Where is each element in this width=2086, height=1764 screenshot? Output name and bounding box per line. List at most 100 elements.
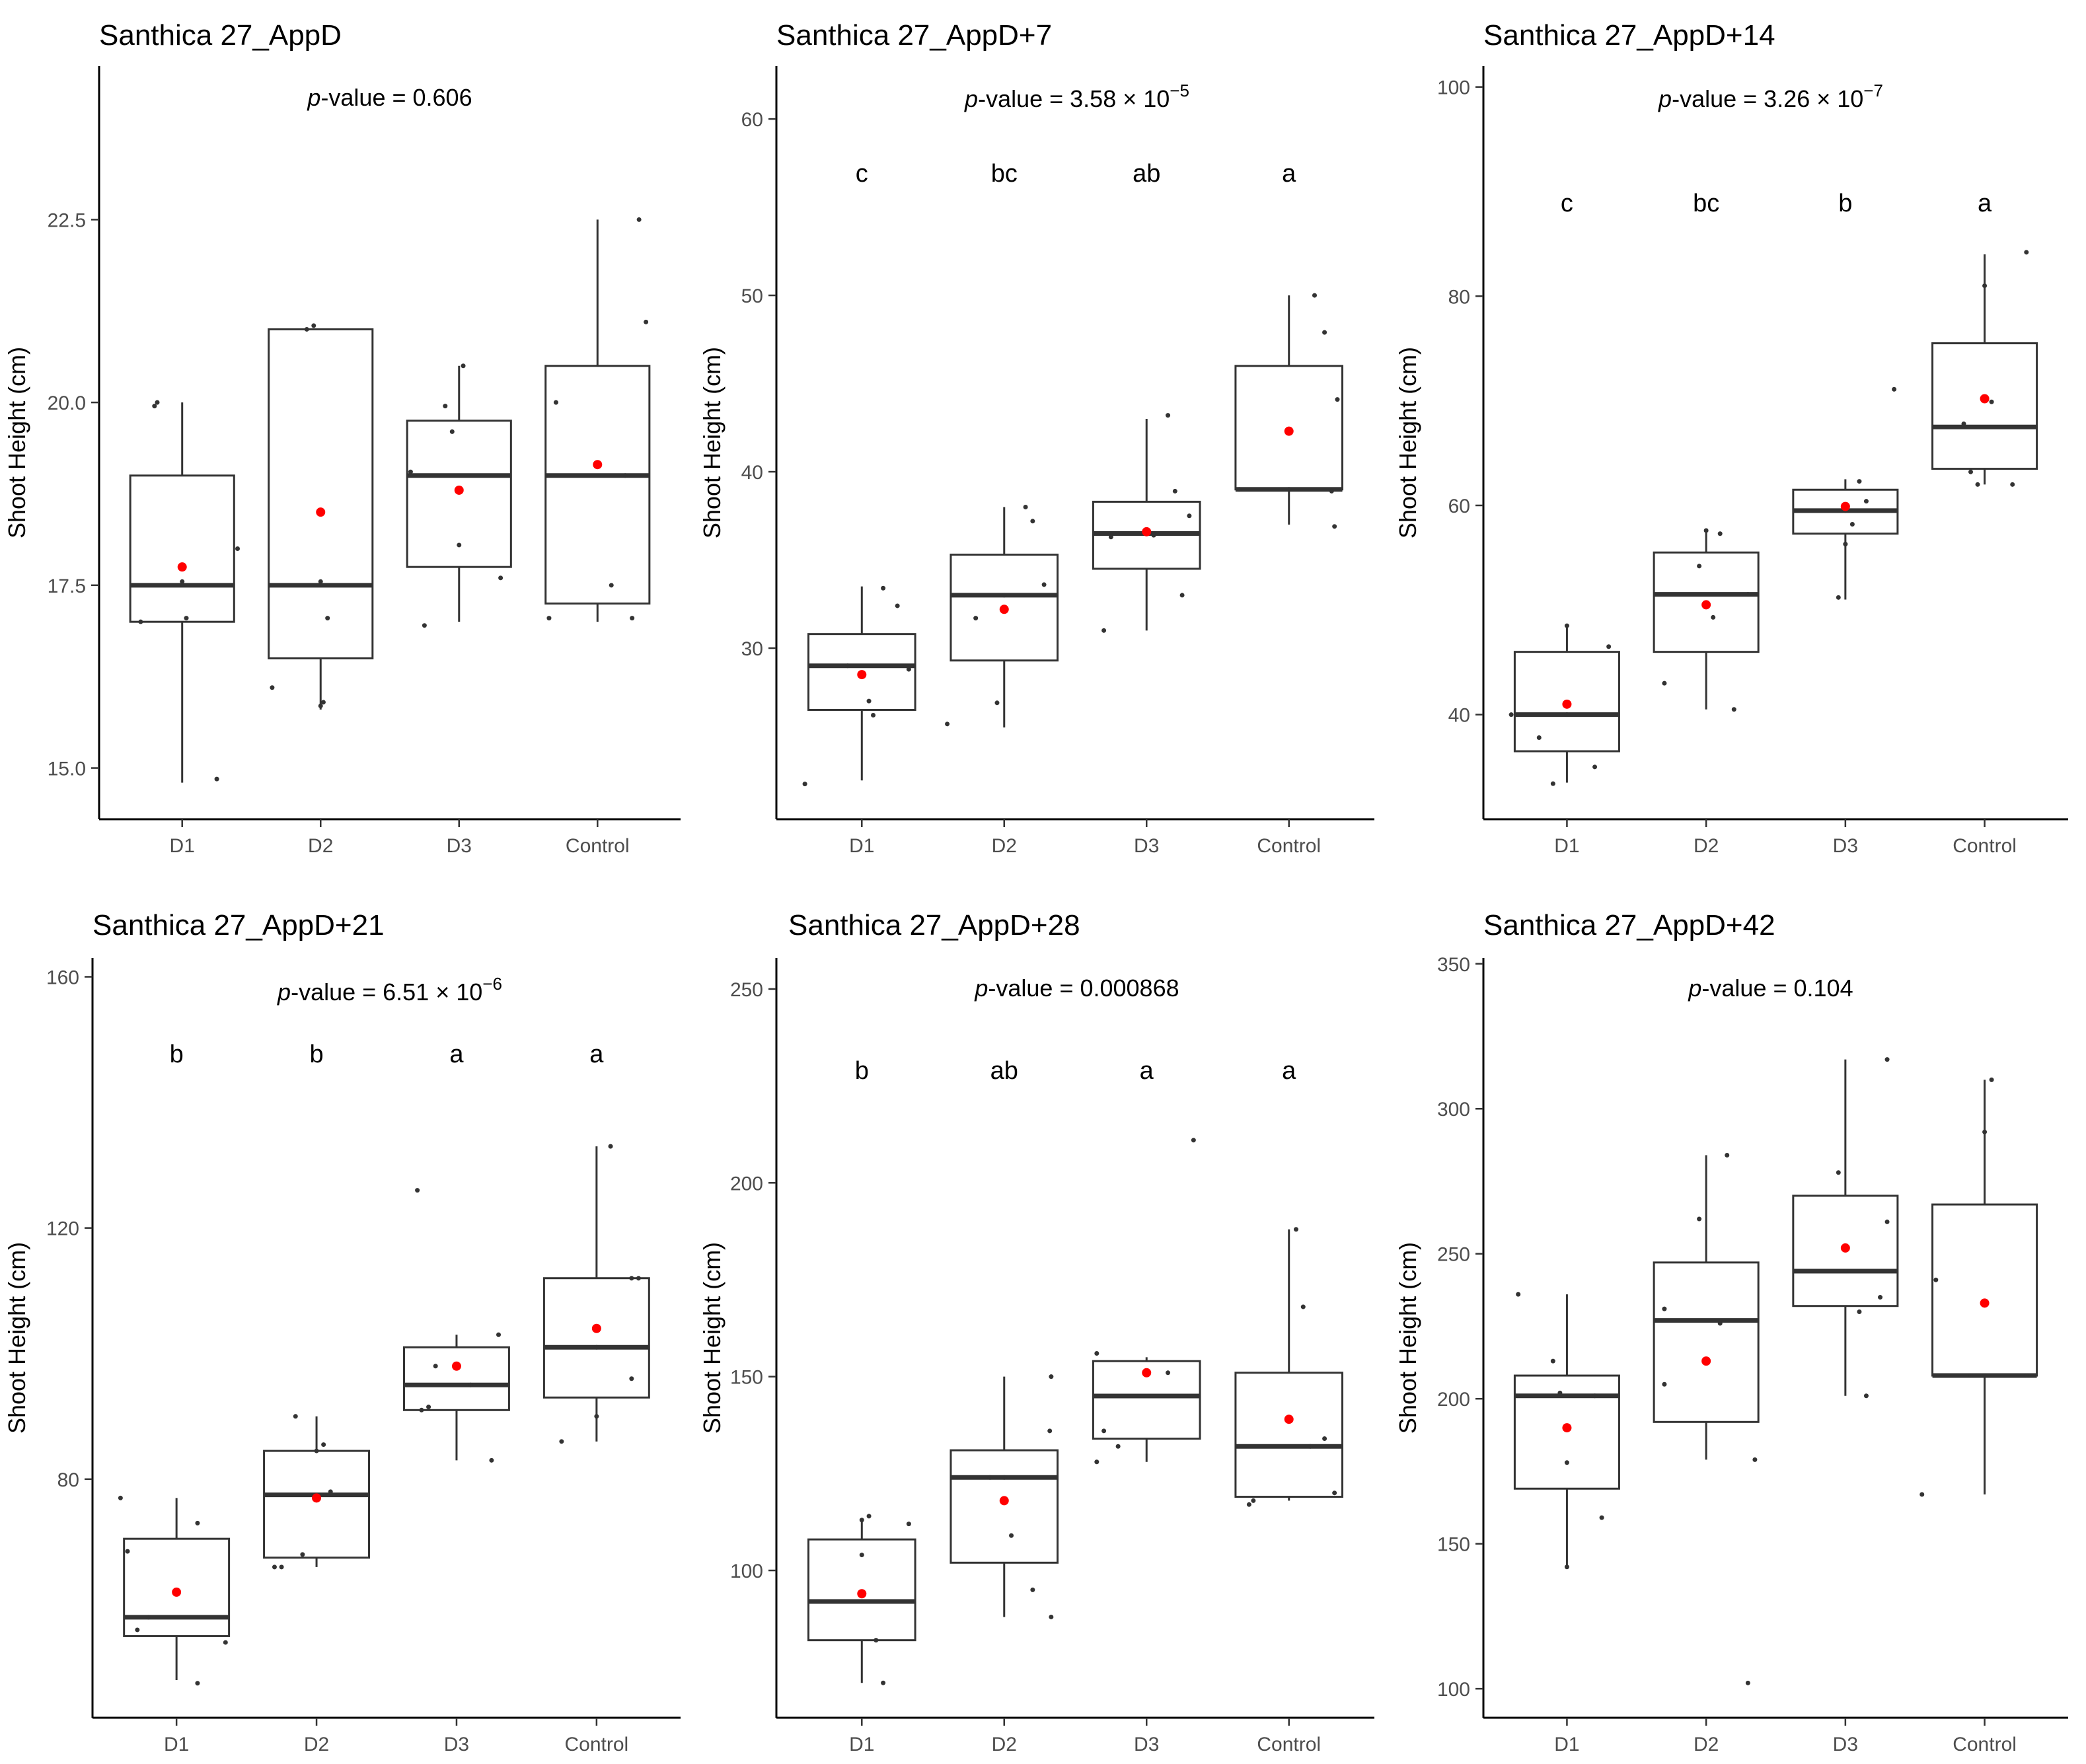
data-point (1752, 1457, 1758, 1462)
data-point (152, 404, 157, 409)
data-point (184, 616, 189, 621)
y-axis-label: Shoot Height (cm) (698, 347, 726, 538)
data-point (802, 782, 807, 787)
data-point (630, 616, 635, 621)
x-tick-label: Control (1257, 1734, 1321, 1755)
boxplot-control (1234, 1227, 1344, 1507)
data-point (214, 776, 219, 782)
data-point (270, 685, 275, 690)
mean-point (593, 460, 603, 470)
data-point (1863, 1393, 1869, 1399)
data-point (1717, 531, 1723, 536)
data-point (629, 1276, 634, 1281)
data-point (1564, 712, 1569, 717)
data-point (235, 546, 241, 551)
data-point (1982, 1129, 1988, 1134)
x-tick-label: D3 (1833, 835, 1858, 857)
x-tick-label: D1 (170, 835, 195, 857)
data-point (1892, 386, 1897, 392)
data-point (328, 1489, 333, 1494)
panel-title: Santhica 27_AppD (99, 19, 342, 52)
y-tick-label: 200 (1437, 1389, 1470, 1411)
mean-point (1701, 600, 1711, 610)
y-tick-label: 80 (1448, 286, 1470, 308)
data-point (1697, 1216, 1702, 1222)
iqr-box (129, 474, 235, 623)
significance-letter: ab (990, 1057, 1018, 1085)
boxplot-control (544, 217, 651, 622)
data-point (1335, 397, 1340, 402)
p-value-label: p-value = 0.000868 (974, 974, 1179, 1002)
data-point (1557, 1390, 1563, 1395)
data-point (426, 1405, 431, 1410)
data-point (1049, 1614, 1054, 1619)
mean-point (1562, 699, 1572, 709)
y-tick-label: 200 (730, 1173, 763, 1194)
mean-point (999, 605, 1009, 614)
data-point (155, 400, 160, 405)
boxplot-d1 (1513, 1292, 1620, 1570)
significance-letter: b (1838, 190, 1852, 217)
data-point (1982, 283, 1988, 288)
data-point (906, 1522, 911, 1527)
significance-letter: a (589, 1041, 604, 1068)
data-point (636, 1276, 641, 1281)
x-tick-label: D2 (992, 1734, 1017, 1755)
boxplot-control (1234, 293, 1344, 529)
data-point (415, 1188, 420, 1193)
x-tick-label: D3 (1833, 1734, 1858, 1755)
mean-point (1840, 501, 1850, 511)
boxplot-d2 (268, 323, 374, 710)
data-point (318, 579, 323, 584)
boxplot-d2 (1653, 528, 1760, 712)
data-point (496, 1332, 502, 1337)
x-tick-label: D3 (447, 835, 472, 857)
y-tick-label: 20.0 (48, 392, 86, 414)
y-tick-label: 100 (1437, 1679, 1470, 1701)
data-point (125, 1549, 130, 1554)
boxplot-d2 (1653, 1152, 1760, 1685)
data-point (1030, 519, 1035, 524)
x-tick-label: D3 (1134, 835, 1159, 857)
data-point (314, 1448, 319, 1453)
data-point (1717, 1321, 1723, 1326)
data-point (1332, 1490, 1337, 1496)
iqr-box (1931, 342, 2038, 470)
mean-point (1562, 1423, 1572, 1433)
data-point (1286, 487, 1292, 492)
boxplot-d3 (1092, 413, 1201, 633)
data-point (1550, 781, 1555, 786)
data-point (1884, 1057, 1890, 1062)
data-point (1166, 1370, 1171, 1376)
iqr-box (1234, 1372, 1344, 1498)
data-point (1961, 422, 1966, 426)
y-tick-label: 100 (1437, 77, 1470, 99)
data-point (1332, 524, 1337, 529)
data-point (498, 575, 503, 581)
data-point (559, 1439, 564, 1444)
p-value-label: p-value = 3.58 × 10−5 (964, 81, 1189, 112)
data-point (608, 1144, 613, 1149)
x-tick-label: D2 (1694, 1734, 1719, 1755)
data-point (1843, 542, 1848, 547)
data-point (1863, 499, 1869, 504)
significance-letter: a (1978, 190, 1992, 217)
significance-letter: bc (991, 160, 1018, 188)
y-axis-label: Shoot Height (cm) (1394, 347, 1421, 538)
data-point (1151, 533, 1156, 538)
y-tick-label: 15.0 (48, 758, 86, 780)
y-tick-label: 350 (1437, 954, 1470, 976)
data-point (817, 1599, 822, 1604)
iqr-box (950, 1449, 1059, 1564)
x-tick-label: D2 (308, 835, 333, 857)
boxplot-d2 (950, 1374, 1059, 1619)
data-point (433, 1364, 438, 1369)
data-point (1968, 1373, 1973, 1378)
data-point (1179, 593, 1185, 598)
y-tick-label: 60 (741, 109, 763, 131)
boxplot-d3 (406, 363, 512, 628)
p-value-label: p-value = 3.26 × 10−7 (1658, 81, 1883, 112)
y-axis-label: Shoot Height (cm) (1394, 1242, 1421, 1434)
boxplot-control (1931, 250, 2038, 487)
